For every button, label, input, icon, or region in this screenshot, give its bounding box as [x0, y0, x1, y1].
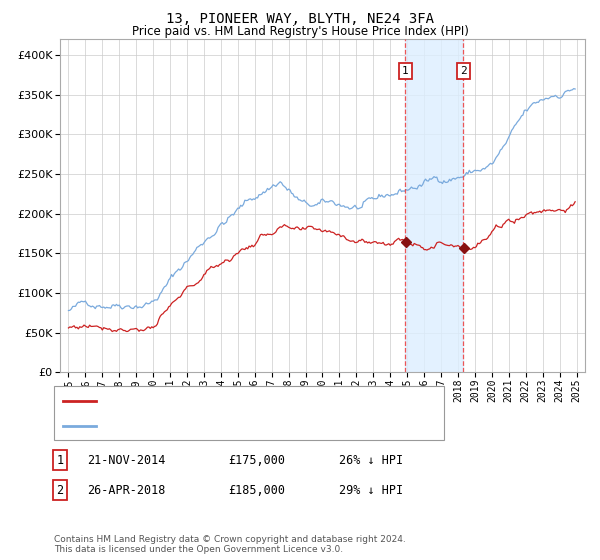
Text: 13, PIONEER WAY, BLYTH, NE24 3FA: 13, PIONEER WAY, BLYTH, NE24 3FA	[166, 12, 434, 26]
Text: 26% ↓ HPI: 26% ↓ HPI	[339, 454, 403, 467]
Text: 2: 2	[56, 483, 64, 497]
Text: 1: 1	[402, 66, 409, 76]
Text: 1: 1	[56, 454, 64, 467]
Text: 21-NOV-2014: 21-NOV-2014	[87, 454, 166, 467]
Text: 2: 2	[460, 66, 467, 76]
Text: Contains HM Land Registry data © Crown copyright and database right 2024.
This d: Contains HM Land Registry data © Crown c…	[54, 535, 406, 554]
Text: HPI: Average price, detached house, Northumberland: HPI: Average price, detached house, Nort…	[102, 421, 439, 431]
Text: 29% ↓ HPI: 29% ↓ HPI	[339, 483, 403, 497]
Text: £175,000: £175,000	[228, 454, 285, 467]
Text: Price paid vs. HM Land Registry's House Price Index (HPI): Price paid vs. HM Land Registry's House …	[131, 25, 469, 38]
Text: 13, PIONEER WAY, BLYTH, NE24 3FA (detached house): 13, PIONEER WAY, BLYTH, NE24 3FA (detach…	[102, 396, 433, 407]
Text: £185,000: £185,000	[228, 483, 285, 497]
Text: 26-APR-2018: 26-APR-2018	[87, 483, 166, 497]
Bar	[406, 39, 463, 372]
